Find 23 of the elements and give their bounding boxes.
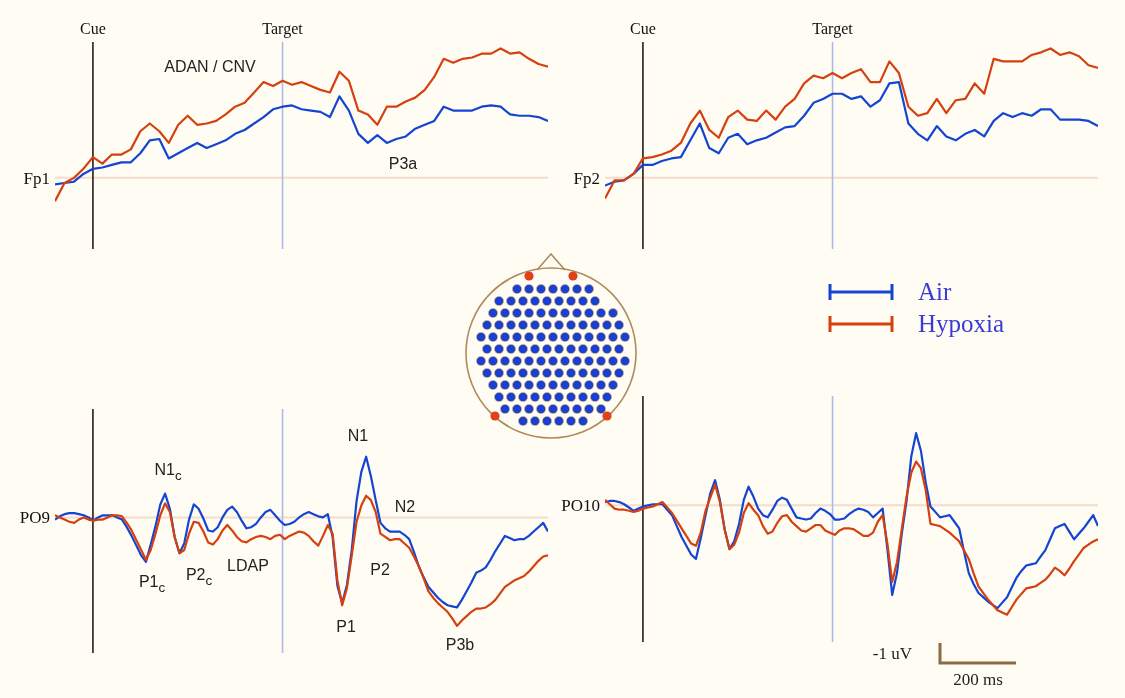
annotation: P2$_{c}$	[185, 566, 213, 590]
x-tick-label: Cue	[630, 20, 656, 37]
x-tick-label: Target	[262, 20, 304, 38]
text: N1	[347, 427, 369, 445]
y-axis-title: Fp1	[23, 168, 50, 188]
text: -1 uV	[872, 644, 912, 663]
annotation: ADAN / CNV	[164, 58, 256, 76]
annotation: N1$_{c}$	[154, 461, 182, 485]
text: P3b	[445, 636, 475, 654]
annotation: LDAP	[227, 557, 269, 575]
annotation: P3a	[388, 155, 418, 173]
annotation: N2	[394, 498, 416, 516]
x-tick-label: Cue	[80, 20, 106, 37]
x-tick-label: Target	[812, 20, 854, 38]
y-axis-title: PO10	[561, 496, 600, 516]
annotation: P2	[370, 561, 390, 579]
y-axis-title: PO9	[19, 508, 50, 528]
legend-label: Air	[918, 278, 952, 306]
annotation: P1	[336, 618, 356, 636]
y-axis-title: Fp2	[573, 168, 600, 188]
annotation: P1$_{c}$	[138, 573, 166, 597]
legend-label: Hypoxia	[918, 310, 1005, 338]
text: 200 ms	[953, 670, 1003, 689]
